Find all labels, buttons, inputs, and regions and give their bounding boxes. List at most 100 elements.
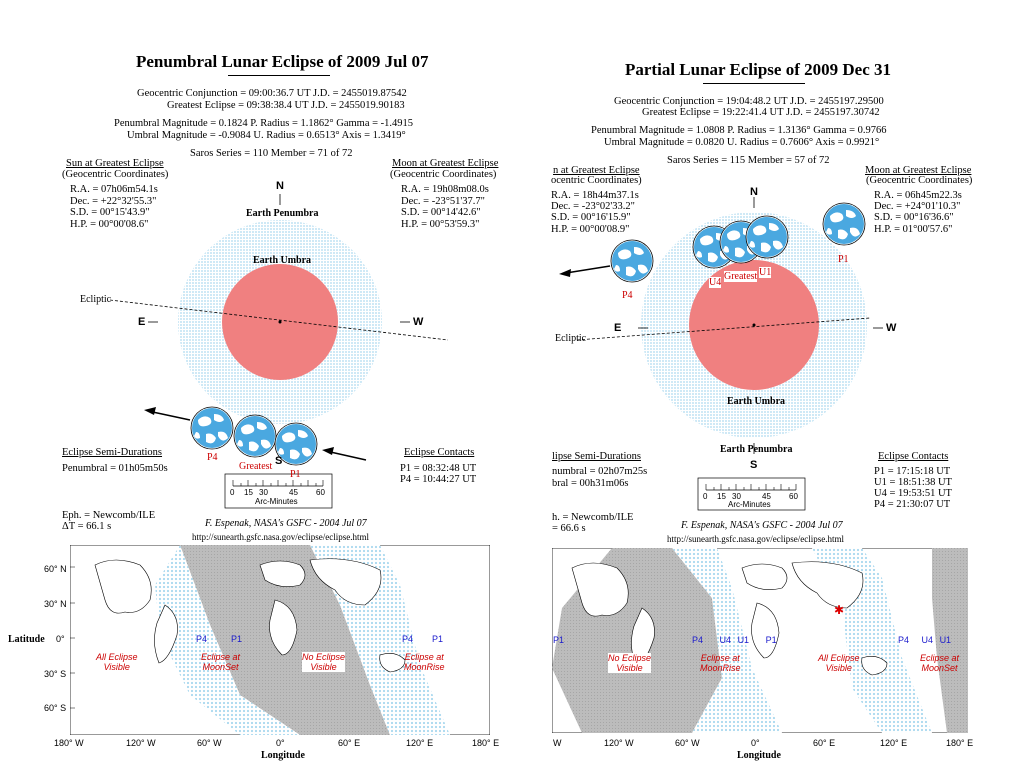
left-magnitude-1: Penumbral Magnitude = 0.1824 P. Radius =… xyxy=(114,118,414,129)
left-map-p4: P4 xyxy=(196,634,208,644)
right-scale-tick-0: 0 xyxy=(703,492,708,501)
right-p4-label: P4 xyxy=(622,290,633,301)
right-scale-box xyxy=(697,477,806,511)
left-east-label: E xyxy=(138,316,146,328)
left-world-map xyxy=(70,545,490,735)
left-greatest-eclipse: Greatest Eclipse = 09:38:38.4 UT J.D. = … xyxy=(167,100,405,111)
left-title-underline xyxy=(228,75,330,76)
left-p1-label: P1 xyxy=(290,469,301,480)
left-lat-tick-60s: 60° S xyxy=(44,703,67,713)
right-semi-durations-header: lipse Semi-Durations xyxy=(552,451,641,462)
left-map-label-none: No Eclipse Visible xyxy=(302,652,346,672)
left-scale-tick-0: 0 xyxy=(230,488,235,497)
left-umbra-label: Earth Umbra xyxy=(253,255,312,266)
right-map-contact-p1: P1 xyxy=(765,635,777,645)
left-map-label-moonset-line2: MoonSet xyxy=(202,662,239,672)
left-moon-header: Moon at Greatest Eclipse xyxy=(392,158,499,169)
right-map-label-none: No Eclipse Visible xyxy=(608,653,652,673)
left-moon-subheader: (Geocentric Coordinates) xyxy=(390,169,497,180)
right-map-star-icon: ✱ xyxy=(834,603,844,617)
left-scale-tick-30: 30 xyxy=(259,488,268,497)
right-map-label-moonrise-line2: MoonRise xyxy=(700,663,741,673)
right-p1-label: P1 xyxy=(838,254,849,265)
right-ephemeris: h. = Newcomb/ILE xyxy=(552,512,634,523)
right-greatest-label: Greatest xyxy=(724,271,758,282)
left-moon-hp: H.P. = 00°53'59.3" xyxy=(401,219,480,230)
right-credit: F. Espenak, NASA's GSFC - 2004 Jul 07 xyxy=(681,520,843,531)
left-sun-sd: S.D. = 00°15'43.9" xyxy=(70,207,150,218)
left-moon-dec: Dec. = -23°51'37.7" xyxy=(401,196,485,207)
left-map-label-moonrise-line2: MoonRise xyxy=(404,662,445,672)
right-ecliptic-line xyxy=(576,317,871,341)
left-sun-header: Sun at Greatest Eclipse xyxy=(66,158,164,169)
right-moon-hp: H.P. = 01°00'57.6" xyxy=(874,224,953,235)
right-scale-ticks xyxy=(705,484,797,490)
left-map-label-moonrise-line1: Eclipse at xyxy=(404,652,444,662)
right-sun-hp: H.P. = 00°00'08.9" xyxy=(551,224,630,235)
left-moon-ra: R.A. = 19h08m08.0s xyxy=(401,184,489,195)
right-map-label-moonrise: Eclipse at MoonRise xyxy=(700,653,741,673)
left-arrow-in-icon xyxy=(325,450,367,461)
right-moon-dec: Dec. = +24°01'10.3" xyxy=(874,201,961,212)
left-ephemeris: Eph. = Newcomb/ILE xyxy=(62,510,156,521)
right-map-label-all-line2: Visible xyxy=(825,663,852,673)
left-lon-tick-120w: 120° W xyxy=(126,738,156,748)
left-penumbra-label: Earth Penumbra xyxy=(246,208,319,219)
right-map-label-moonset-line2: MoonSet xyxy=(921,663,958,673)
left-lon-tick-180w: 180° W xyxy=(54,738,84,748)
left-semi-durations-header: Eclipse Semi-Durations xyxy=(62,447,163,458)
left-ecliptic-line xyxy=(109,299,449,341)
left-map-label-moonset: Eclipse at MoonSet xyxy=(201,652,240,672)
left-saros: Saros Series = 110 Member = 71 of 72 xyxy=(190,148,353,159)
right-map-contacts-left: P4 U4 U1 P1 xyxy=(692,635,777,645)
left-scale-tick-45: 45 xyxy=(289,488,298,497)
left-sun-dec: Dec. = +22°32'55.3" xyxy=(70,196,157,207)
right-map-east-shadow xyxy=(932,548,968,733)
left-lat-tick-30n: 30° N xyxy=(44,599,67,609)
right-moon-p4-icon xyxy=(610,239,654,283)
left-sun-subheader: (Geocentric Coordinates) xyxy=(62,169,169,180)
left-north-label: N xyxy=(276,180,284,192)
right-greatest-eclipse: Greatest Eclipse = 19:22:41.4 UT J.D. = … xyxy=(642,107,880,118)
left-magnitude-2: Umbral Magnitude = -0.9084 U. Radius = 0… xyxy=(127,130,406,141)
right-semi-penumbral: numbral = 02h07m25s xyxy=(552,466,648,477)
left-sun-ra: R.A. = 07h06m54.1s xyxy=(70,184,158,195)
right-u1-label: U1 xyxy=(759,267,772,278)
left-delta-t: ΔT = 66.1 s xyxy=(62,521,112,532)
right-map-label-all: All Eclipse Visible xyxy=(818,653,860,673)
right-arrow-out-head-icon xyxy=(559,269,571,277)
right-north-label: N xyxy=(750,186,758,198)
left-map-label-moonset-line1: Eclipse at xyxy=(201,652,241,662)
right-title-underline xyxy=(703,83,805,84)
left-lon-tick-60w: 60° W xyxy=(197,738,222,748)
left-contacts-header: Eclipse Contacts xyxy=(404,447,475,458)
right-contact-p4: P4 = 21:30:07 UT xyxy=(874,499,951,510)
right-scale-label: Arc-Minutes xyxy=(728,500,771,509)
left-scale-ticks xyxy=(232,480,324,486)
left-map-label-none-line2: Visible xyxy=(310,662,337,672)
right-sun-header: n at Greatest Eclipse xyxy=(553,165,640,176)
left-arrow-out-icon xyxy=(147,410,191,421)
right-map-contact-u4-east: U4 xyxy=(921,635,934,645)
right-eclipse-diagram xyxy=(559,197,883,511)
right-west-label: W xyxy=(886,322,897,334)
right-moon-p1-icon xyxy=(822,202,866,246)
left-arrow-out-head-icon xyxy=(144,407,156,415)
right-map-label-moonrise-line1: Eclipse at xyxy=(700,653,740,663)
right-map-contact-u1: U1 xyxy=(737,635,750,645)
left-map-label-all-line1: All Eclipse xyxy=(96,652,138,662)
right-moon-header: Moon at Greatest Eclipse xyxy=(865,165,972,176)
left-ecliptic-label: Ecliptic xyxy=(80,294,112,305)
right-map-moonrise-band xyxy=(672,548,782,733)
right-conjunction: Geocentric Conjunction = 19:04:48.2 UT J… xyxy=(614,96,884,107)
right-lon-tick-0: 0° xyxy=(751,738,760,748)
right-moon-subheader: (Geocentric Coordinates) xyxy=(866,175,973,186)
right-lon-axis-label: Longitude xyxy=(737,750,781,761)
right-map-label-none-line1: No Eclipse xyxy=(608,653,652,663)
left-credit: F. Espenak, NASA's GSFC - 2004 Jul 07 xyxy=(205,518,367,529)
left-lat-tick-30s: 30° S xyxy=(44,669,67,679)
left-lon-tick-120e: 120° E xyxy=(406,738,434,748)
right-scale-tick-30: 30 xyxy=(732,492,741,501)
right-map-contact-p4: P4 xyxy=(692,635,704,645)
left-lat-tick-60n: 60° N xyxy=(44,564,67,574)
